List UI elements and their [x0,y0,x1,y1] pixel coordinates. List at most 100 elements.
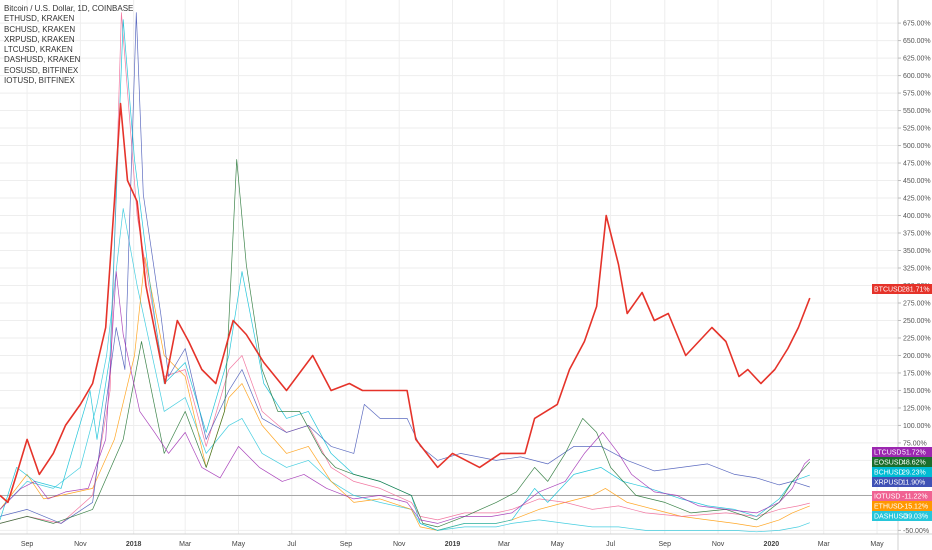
y-tick-label: 500.00% [903,143,931,150]
y-tick-label: 450.00% [903,178,931,185]
legend-entry-iotusd[interactable]: IOTUSD, BITFINEX [4,76,75,86]
badge-value: -11.22% [902,494,928,501]
y-tick-label: 150.00% [903,388,931,395]
series-line-btcusd [0,102,811,504]
x-tick-label: Nov [74,541,87,548]
x-tick-label: May [870,541,884,548]
y-tick-label: 425.00% [903,196,931,203]
badge-symbol: ETHUSD [874,504,903,511]
x-tick-label: Jul [287,541,296,548]
legend-entry-ltcusd[interactable]: LTCUSD, KRAKEN [4,45,73,55]
legend-entry-bchusd[interactable]: BCHUSD, KRAKEN [4,24,76,34]
y-tick-label: -50.00% [903,528,929,535]
badge-symbol-box [872,501,898,511]
series-line-ethusd [0,257,810,531]
badge-symbol: BCHUSD [874,470,904,477]
x-tick-label: Nov [712,541,725,548]
y-tick-label: 375.00% [903,231,931,238]
series-line-ltcusd [0,271,811,524]
x-axis[interactable]: Sep Nov 2018 Mar May Jul Sep Nov 2019 Mar May Jul Se… [0,533,932,548]
series-line-bchusd [0,19,810,531]
badge-symbol: BTCUSD [874,287,903,294]
x-tick-label: May [551,541,565,548]
badge-value: -15.12% [902,504,928,511]
badge-value: 11.90% [902,480,925,487]
x-tick-label: Sep [659,541,672,548]
badge-value-box [898,284,932,294]
price-badge-dashusd: DASHUSD-39.03% [872,511,932,521]
legend-entry-xrpusd[interactable]: XRPUSD, KRAKEN [4,34,75,44]
badge-value: 48.62% [902,460,926,467]
x-tick-label: Mar [179,541,192,548]
badge-symbol-box [872,447,898,457]
price-badge-iotusd: IOTUSD -11.22% [872,491,932,501]
legend: Bitcoin / U.S. Dollar, 1D, COINBASE ETHU… [4,4,133,86]
y-tick-label: 400.00% [903,213,931,220]
y-tick-label: 575.00% [903,91,931,98]
y-tick-label: 200.00% [903,353,931,360]
x-tick-label: Jul [606,541,615,548]
y-tick-label: 125.00% [903,405,931,412]
y-tick-label: 675.00% [903,21,931,28]
y-tick-label: 600.00% [903,73,931,80]
badge-value: -39.03% [902,514,928,521]
badge-value-box [898,491,932,501]
series-line-eosusd [0,159,811,528]
badge-value: 281.71% [902,287,930,294]
x-tick-label: 2018 [126,541,142,548]
price-badge-ethusd: ETHUSD -15.12% [872,501,932,511]
y-tick-label: 250.00% [903,318,931,325]
y-tick-label: 100.00% [903,423,931,430]
y-tick-label: 350.00% [903,248,931,255]
legend-entry-dashusd[interactable]: DASHUSD, KRAKEN [4,55,81,65]
badge-value: 29.23% [902,470,926,477]
badge-value-box [898,501,932,511]
badge-value-box [898,447,932,457]
y-tick-label: 325.00% [903,266,931,273]
x-tick-label: 2020 [764,541,780,548]
badge-symbol: LTCUSD [874,450,901,457]
legend-entry-ethusd[interactable]: ETHUSD, KRAKEN [4,14,75,24]
price-badge-ltcusd: LTCUSD 51.72% [872,447,932,457]
y-tick-label: 225.00% [903,335,931,342]
x-tick-label: Mar [818,541,831,548]
price-badges: BTCUSD 281.71%LTCUSD 51.72%EOSUSD48.62%BCH… [872,284,932,521]
x-tick-label: Nov [393,541,406,548]
grid-lines [0,0,898,534]
series-line-xrpusd [0,12,810,524]
y-tick-label: 650.00% [903,38,931,45]
y-tick-label: 75.00% [903,440,927,447]
badge-symbol: IOTUSD [874,494,900,501]
series-group [0,12,811,533]
badge-symbol: XRPUSD [874,480,903,487]
badge-symbol-box [872,457,898,467]
badge-value-box [898,467,932,477]
badge-symbol-box [872,511,898,521]
badge-symbol: EOSUSD [874,460,904,467]
badge-symbol: DASHUSD [874,514,908,521]
legend-entry-eosusd[interactable]: EOSUSD, BITFINEX [4,65,79,75]
badge-symbol-box [872,284,898,294]
x-tick-label: 2019 [445,541,461,548]
y-tick-label: 525.00% [903,126,931,133]
price-badge-btcusd: BTCUSD 281.71% [872,284,932,294]
y-tick-label: 625.00% [903,56,931,63]
y-tick-label: 550.00% [903,108,931,115]
y-tick-label: 275.00% [903,300,931,307]
badge-value: 51.72% [902,450,926,457]
badge-value-box [898,477,932,487]
x-tick-label: May [232,541,246,548]
x-tick-label: Mar [498,541,511,548]
series-line-dashusd [0,208,810,533]
legend-entry-btcusd[interactable]: Bitcoin / U.S. Dollar, 1D, COINBASE [4,4,134,13]
y-tick-label: 475.00% [903,161,931,168]
badge-symbol-box [872,467,898,477]
y-tick-label: 175.00% [903,370,931,377]
x-tick-label: Sep [21,541,34,548]
badge-value-box [898,457,932,467]
badge-symbol-box [872,477,898,487]
badge-value-box [898,511,932,521]
